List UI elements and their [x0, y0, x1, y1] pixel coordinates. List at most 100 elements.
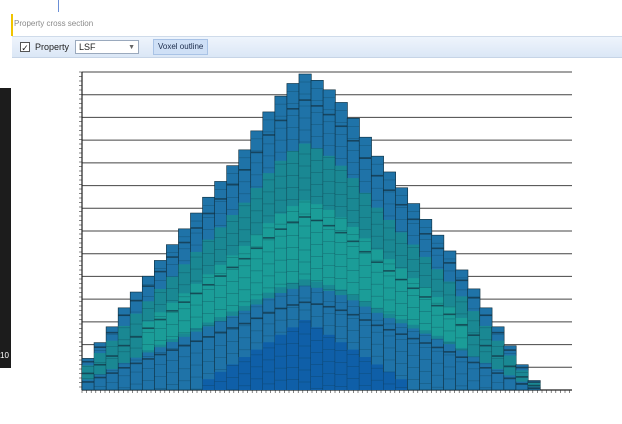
voxel-horizon — [515, 382, 529, 385]
voxel-band-cyan — [431, 297, 444, 336]
voxel-horizon — [130, 336, 143, 338]
voxel-band-teal — [431, 269, 444, 339]
voxel-horizon — [527, 387, 541, 389]
voxel-horizon — [455, 279, 468, 282]
voxel-column — [298, 73, 312, 391]
voxel-core — [214, 371, 227, 390]
voxel-horizon — [262, 237, 276, 239]
voxel-band-teal — [479, 325, 493, 363]
voxel-horizon — [371, 324, 384, 327]
voxel-column — [443, 250, 457, 391]
voxel-horizon — [371, 261, 384, 263]
voxel-horizon — [238, 257, 252, 260]
voxel-horizon — [82, 372, 95, 375]
voxel-band-cyan — [262, 223, 276, 293]
voxel-band-teal — [491, 340, 505, 370]
voxel-column — [322, 89, 336, 391]
voxel-band-teal — [359, 192, 372, 307]
voxel-horizon — [106, 372, 119, 374]
voxel-band-cyan — [286, 206, 300, 283]
property-dropdown[interactable]: LSF ▼ — [75, 40, 140, 54]
voxel-horizon — [503, 349, 517, 351]
voxel-horizon — [142, 327, 155, 330]
voxel-band-teal — [383, 219, 396, 319]
voxel-horizon — [94, 363, 107, 366]
voxel-horizon — [238, 169, 252, 171]
property-label: Property — [35, 42, 70, 52]
voxel-band-cyan — [395, 268, 408, 320]
voxel-band-teal — [154, 288, 167, 348]
voxel-column — [274, 95, 288, 391]
voxel-horizon — [407, 337, 420, 340]
voxel-band-teal — [419, 256, 432, 334]
voxel-horizon — [190, 227, 203, 229]
voxel-horizon — [226, 183, 239, 186]
voxel-horizon — [214, 198, 227, 200]
voxel-band-teal — [335, 165, 348, 296]
voxel-horizon — [419, 233, 432, 235]
voxel-band-cyan — [178, 293, 191, 334]
voxel-horizon — [142, 285, 155, 287]
voxel-horizon — [250, 247, 264, 250]
voxel-horizon — [443, 351, 456, 353]
voxel-column — [190, 212, 204, 391]
voxel-outline-button[interactable]: Voxel outline — [153, 39, 209, 55]
voxel-band-teal — [106, 340, 119, 370]
voxel-band-teal — [455, 296, 468, 351]
voxel-horizon — [335, 231, 348, 234]
voxel-horizon — [154, 270, 167, 273]
voxel-horizon — [311, 303, 324, 305]
voxel-column — [129, 291, 143, 391]
voxel-horizon — [359, 319, 372, 321]
voxel-column — [178, 228, 192, 391]
voxel-horizon — [491, 355, 505, 357]
voxel-horizon — [431, 346, 444, 349]
voxel-horizon — [407, 218, 420, 221]
voxel-horizon — [371, 174, 384, 177]
voxel-horizon — [226, 266, 239, 269]
voxel-band-cyan — [202, 274, 215, 323]
voxel-band-teal — [142, 301, 155, 353]
voxel-column — [370, 155, 384, 391]
voxel-horizon — [455, 323, 468, 326]
voxel-horizon — [298, 216, 312, 218]
voxel-horizon — [274, 119, 288, 122]
panel-title: Property cross section — [14, 19, 94, 28]
voxel-horizon — [106, 331, 119, 334]
voxel-band-cyan — [407, 278, 420, 325]
voxel-horizon — [443, 262, 456, 264]
voxel-horizon — [431, 304, 444, 307]
voxel-horizon — [178, 241, 191, 244]
voxel-horizon — [311, 219, 324, 222]
voxel-horizon — [323, 305, 336, 308]
voxel-horizon — [250, 151, 264, 154]
voxel-column — [395, 187, 409, 391]
voxel-horizon — [202, 283, 215, 286]
voxel-column — [166, 244, 180, 391]
voxel-column — [383, 171, 396, 391]
voxel-column — [503, 345, 517, 391]
voxel-band-teal — [166, 276, 179, 343]
voxel-horizon — [262, 312, 276, 314]
voxel-band-cyan — [214, 264, 227, 318]
voxel-horizon — [491, 372, 505, 374]
voxel-band-teal — [298, 143, 312, 286]
voxel-horizon — [130, 299, 143, 302]
voxel-band-teal — [311, 148, 324, 288]
voxel-column — [479, 307, 493, 391]
voxel-horizon — [479, 314, 493, 317]
voxel-column — [81, 358, 95, 391]
voxel-horizon — [82, 381, 95, 383]
voxel-horizon — [395, 203, 408, 206]
voxel-horizon — [106, 355, 119, 357]
voxel-band-cyan — [347, 226, 360, 295]
voxel-horizon — [383, 328, 396, 331]
voxel-horizon — [298, 99, 312, 101]
voxel-horizon — [515, 366, 529, 369]
voxel-core — [359, 357, 372, 390]
voxel-horizon — [515, 376, 529, 378]
voxel-column — [214, 181, 228, 391]
voxel-column — [117, 307, 131, 391]
property-checkbox[interactable]: ✓ — [20, 42, 30, 53]
